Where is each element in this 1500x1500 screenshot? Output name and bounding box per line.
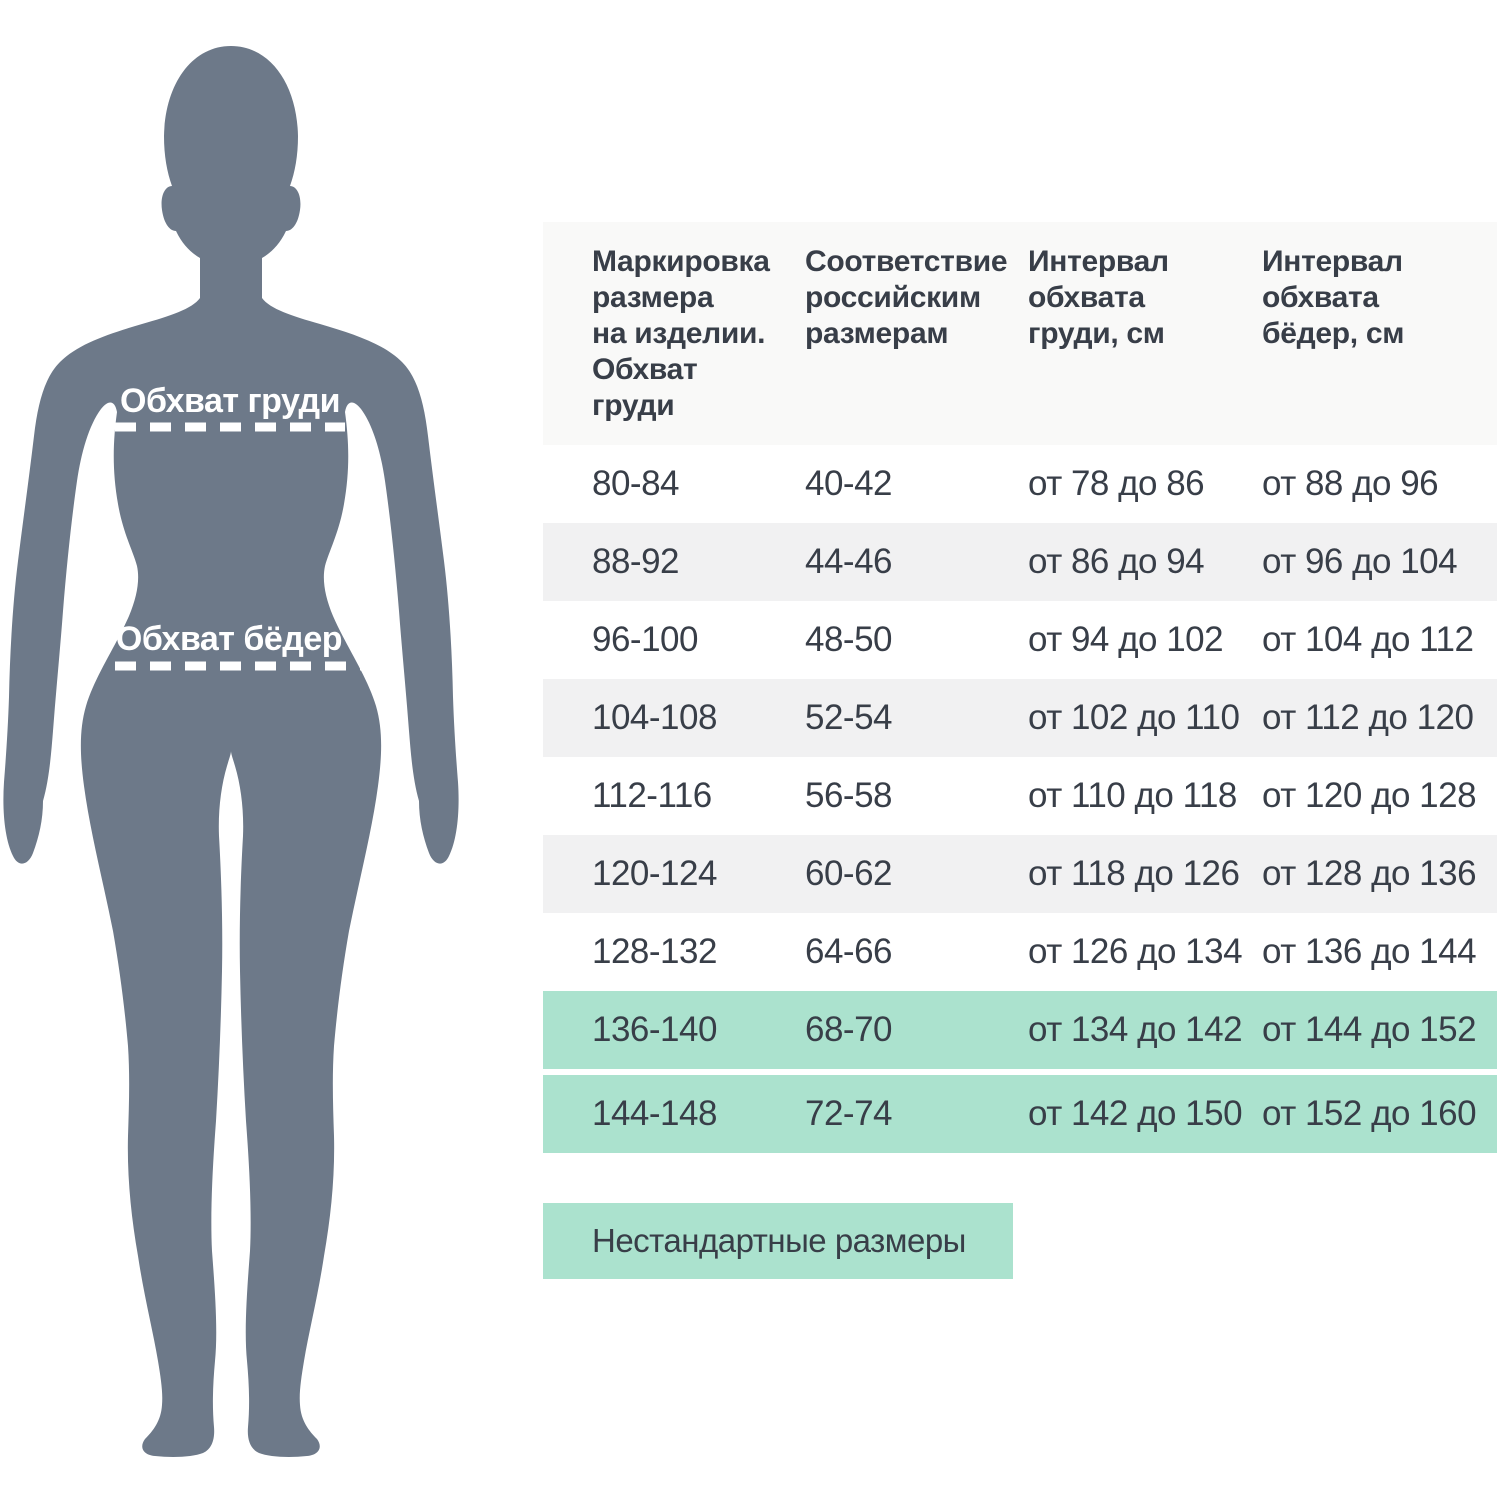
table-cell: 112-116 <box>592 776 712 815</box>
column-header-size-marking: Маркировка размера на изделии. Обхват гр… <box>592 245 770 422</box>
column-header-chest-interval: Интервал обхвата груди, см <box>1028 245 1169 350</box>
table-cell: 88-92 <box>592 542 680 581</box>
table-row: 120-124 60-62 от 118 до 126 от 128 до 136 <box>543 835 1497 913</box>
table-row: 88-92 44-46 от 86 до 94 от 96 до 104 <box>543 523 1497 601</box>
table-row: 104-108 52-54 от 102 до 110 от 112 до 120 <box>543 679 1497 757</box>
table-row: 112-116 56-58 от 110 до 118 от 120 до 128 <box>543 757 1497 835</box>
table-cell: от 126 до 134 <box>1028 932 1243 971</box>
table-row: 80-84 40-42 от 78 до 86 от 88 до 96 <box>543 445 1497 523</box>
table-cell: от 128 до 136 <box>1262 854 1477 893</box>
size-table-body: 80-84 40-42 от 78 до 86 от 88 до 96 88-92 44-… <box>543 445 1497 1153</box>
table-cell: 120-124 <box>592 854 717 893</box>
table-row: 136-140 68-70 от 134 до 142 от 144 до 152 <box>543 991 1497 1069</box>
table-cell: от 110 до 118 <box>1028 776 1237 815</box>
table-cell: 144-148 <box>592 1094 717 1133</box>
table-cell: 136-140 <box>592 1010 717 1049</box>
body-outline-path <box>231 46 459 1457</box>
table-cell: 96-100 <box>592 620 698 659</box>
table-cell: 40-42 <box>805 464 893 503</box>
table-cell: от 96 до 104 <box>1262 542 1458 581</box>
legend-label: Нестандартные размеры <box>592 1222 966 1259</box>
table-cell: от 112 до 120 <box>1262 698 1474 737</box>
figure-silhouette: Обхват груди Обхват бёдер <box>0 0 500 1500</box>
table-cell: 60-62 <box>805 854 893 893</box>
table-cell: от 88 до 96 <box>1262 464 1439 503</box>
table-cell: от 86 до 94 <box>1028 542 1205 581</box>
table-cell: от 118 до 126 <box>1028 854 1240 893</box>
table-cell: 104-108 <box>592 698 717 737</box>
legend-box: Нестандартные размеры <box>543 1203 1013 1279</box>
table-row: 128-132 64-66 от 126 до 134 от 136 до 144 <box>543 913 1497 991</box>
column-header-russian-size: Соответствие российским размерам <box>805 245 1008 350</box>
table-row: 96-100 48-50 от 94 до 102 от 104 до 112 <box>543 601 1497 679</box>
table-cell: 48-50 <box>805 620 893 659</box>
table-cell: 80-84 <box>592 464 680 503</box>
column-header-hips-interval: Интервал обхвата бёдер, см <box>1262 245 1405 350</box>
table-cell: от 142 до 150 <box>1028 1094 1243 1133</box>
table-cell: 44-46 <box>805 542 893 581</box>
table-cell: от 102 до 110 <box>1028 698 1240 737</box>
hips-label: Обхват бёдер <box>115 620 343 658</box>
table-cell: от 104 до 112 <box>1262 620 1474 659</box>
table-cell: от 134 до 142 <box>1028 1010 1243 1049</box>
table-cell: от 78 до 86 <box>1028 464 1205 503</box>
table-cell: от 144 до 152 <box>1262 1010 1477 1049</box>
table-cell: 56-58 <box>805 776 893 815</box>
chest-label: Обхват груди <box>120 382 341 420</box>
table-row: 144-148 72-74 от 142 до 150 от 152 до 160 <box>543 1069 1497 1153</box>
table-cell: от 120 до 128 <box>1262 776 1477 815</box>
table-cell: 72-74 <box>805 1094 893 1133</box>
table-cell: 64-66 <box>805 932 893 971</box>
table-cell: 128-132 <box>592 932 717 971</box>
table-cell: 52-54 <box>805 698 893 737</box>
body-outline-mirror <box>3 46 231 1457</box>
table-header: Маркировка размера на изделии. Обхват гр… <box>543 222 1497 445</box>
table-cell: от 136 до 144 <box>1262 932 1477 971</box>
table-cell: от 152 до 160 <box>1262 1094 1477 1133</box>
size-table: Маркировка размера на изделии. Обхват гр… <box>543 222 1497 1153</box>
table-cell: от 94 до 102 <box>1028 620 1224 659</box>
female-body-silhouette <box>3 46 459 1457</box>
table-cell: 68-70 <box>805 1010 893 1049</box>
